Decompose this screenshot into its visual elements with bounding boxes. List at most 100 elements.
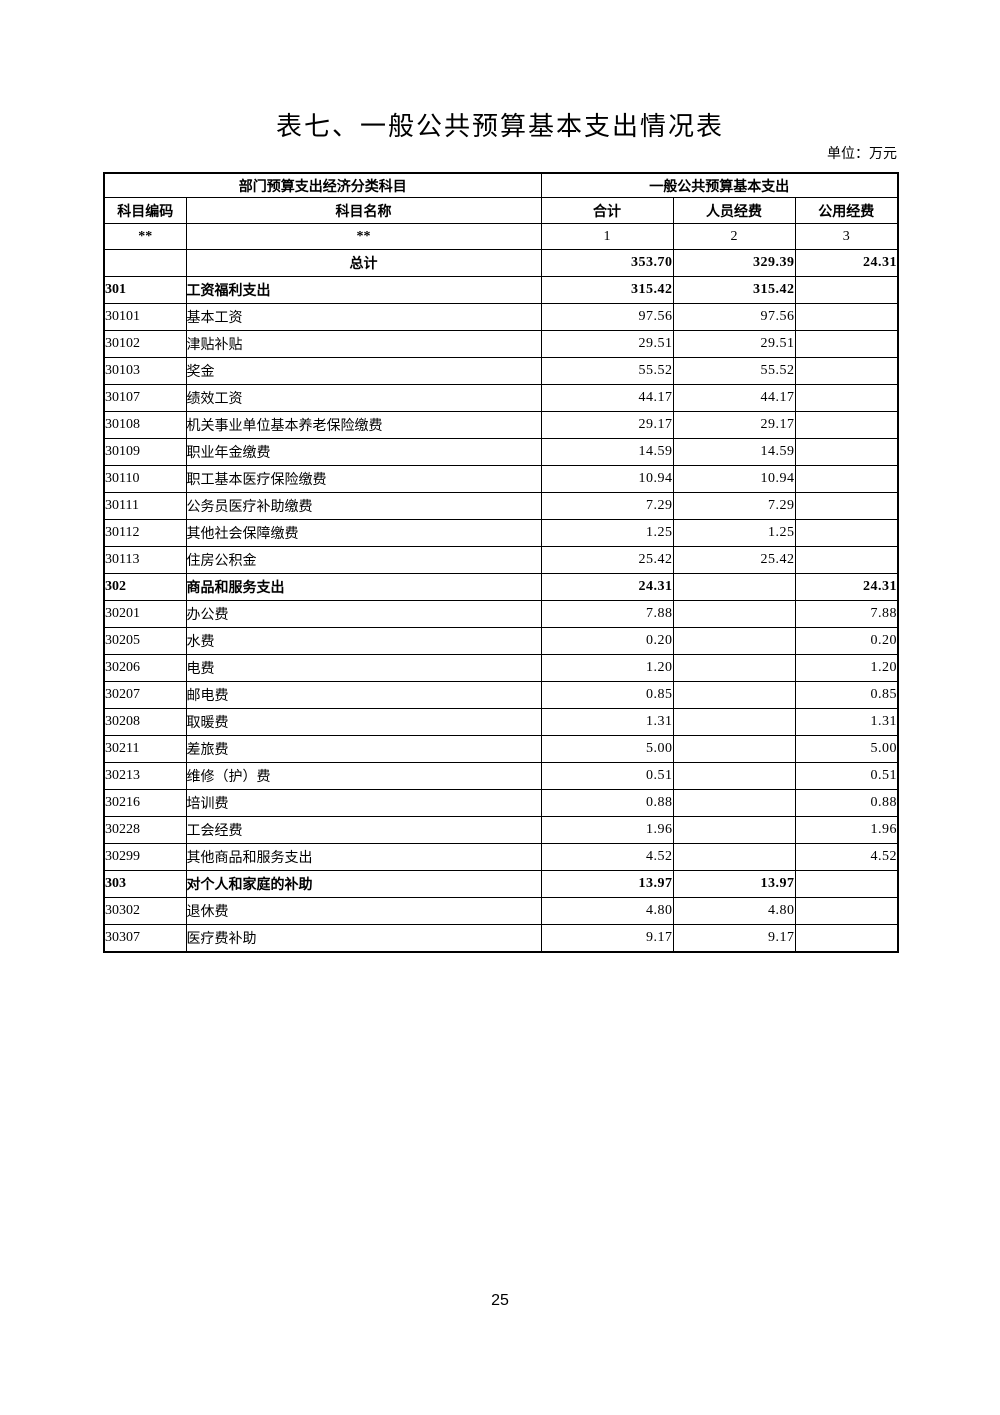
cell-subject-name: 差旅费 xyxy=(185,735,542,763)
table-row: 30201 办公费 7.88 7.88 xyxy=(103,600,899,628)
table-row: 30103 奖金 55.52 55.52 xyxy=(103,357,899,385)
table-column-header-row: 科目编码 科目名称 合计 人员经费 公用经费 xyxy=(103,197,899,224)
cell-public-funds: 4.52 xyxy=(794,843,899,871)
cell-personnel-funds xyxy=(672,573,796,601)
cell-subject-name: 机关事业单位基本养老保险缴费 xyxy=(185,411,542,439)
cell-subject-code: 30103 xyxy=(103,357,187,385)
cell-total: 0.85 xyxy=(540,681,674,709)
table-row: 30299 其他商品和服务支出 4.52 4.52 xyxy=(103,843,899,871)
table-row: 30107 绩效工资 44.17 44.17 xyxy=(103,384,899,412)
cell-personnel-funds xyxy=(672,762,796,790)
table-row: 30206 电费 1.20 1.20 xyxy=(103,654,899,682)
cell-total: 24.31 xyxy=(540,573,674,601)
cell-personnel-funds: 55.52 xyxy=(672,357,796,385)
cell-subject-code: 30201 xyxy=(103,600,187,628)
cell-subject-code: 30302 xyxy=(103,897,187,925)
table-row: 30112 其他社会保障缴费 1.25 1.25 xyxy=(103,519,899,547)
table-row: 30208 取暖费 1.31 1.31 xyxy=(103,708,899,736)
page-title: 表七、一般公共预算基本支出情况表 xyxy=(275,112,724,141)
cell-total: 353.70 xyxy=(540,249,674,277)
cell-subject-name: 公务员医疗补助缴费 xyxy=(185,492,542,520)
cell-total: 4.52 xyxy=(540,843,674,871)
cell-public-funds xyxy=(794,924,899,953)
star-cell-name: ** xyxy=(185,223,542,250)
cell-public-funds: 0.51 xyxy=(794,762,899,790)
table-group-header-row: 部门预算支出经济分类科目 一般公共预算基本支出 xyxy=(103,172,899,198)
column-header-public: 公用经费 xyxy=(794,197,899,224)
cell-total: 315.42 xyxy=(540,276,674,304)
cell-total: 4.80 xyxy=(540,897,674,925)
table-row: 30205 水费 0.20 0.20 xyxy=(103,627,899,655)
cell-personnel-funds xyxy=(672,708,796,736)
cell-public-funds xyxy=(794,384,899,412)
cell-total: 9.17 xyxy=(540,924,674,953)
cell-total: 0.88 xyxy=(540,789,674,817)
cell-total: 10.94 xyxy=(540,465,674,493)
cell-public-funds xyxy=(794,303,899,331)
cell-personnel-funds xyxy=(672,843,796,871)
cell-subject-code: 30111 xyxy=(103,492,187,520)
cell-subject-name: 退休费 xyxy=(185,897,542,925)
cell-public-funds: 0.85 xyxy=(794,681,899,709)
cell-subject-code: 30107 xyxy=(103,384,187,412)
cell-public-funds: 1.20 xyxy=(794,654,899,682)
cell-subject-code: 30112 xyxy=(103,519,187,547)
cell-subject-code: 30228 xyxy=(103,816,187,844)
table-section: 单位：万元 部门预算支出经济分类科目 一般公共预算基本支出 科目编码 科目名称 … xyxy=(103,144,900,953)
cell-subject-name: 商品和服务支出 xyxy=(185,573,542,601)
cell-total: 29.17 xyxy=(540,411,674,439)
cell-total: 1.20 xyxy=(540,654,674,682)
cell-subject-name: 职工基本医疗保险缴费 xyxy=(185,465,542,493)
cell-personnel-funds: 4.80 xyxy=(672,897,796,925)
cell-personnel-funds: 13.97 xyxy=(672,870,796,898)
cell-subject-name: 工资福利支出 xyxy=(185,276,542,304)
cell-subject-code: 30299 xyxy=(103,843,187,871)
cell-personnel-funds: 29.17 xyxy=(672,411,796,439)
cell-subject-name: 取暖费 xyxy=(185,708,542,736)
cell-subject-name: 对个人和家庭的补助 xyxy=(185,870,542,898)
cell-public-funds: 0.20 xyxy=(794,627,899,655)
cell-subject-code: 30307 xyxy=(103,924,187,953)
cell-public-funds: 24.31 xyxy=(794,249,899,277)
cell-subject-name: 住房公积金 xyxy=(185,546,542,574)
cell-personnel-funds: 1.25 xyxy=(672,519,796,547)
cell-total: 7.88 xyxy=(540,600,674,628)
table-row: 30211 差旅费 5.00 5.00 xyxy=(103,735,899,763)
cell-personnel-funds xyxy=(672,600,796,628)
cell-total: 13.97 xyxy=(540,870,674,898)
table-row: 30207 邮电费 0.85 0.85 xyxy=(103,681,899,709)
cell-personnel-funds: 97.56 xyxy=(672,303,796,331)
cell-public-funds: 1.31 xyxy=(794,708,899,736)
cell-personnel-funds: 315.42 xyxy=(672,276,796,304)
cell-personnel-funds xyxy=(672,681,796,709)
cell-subject-code: 30102 xyxy=(103,330,187,358)
cell-subject-code: 30211 xyxy=(103,735,187,763)
table-row: 30108 机关事业单位基本养老保险缴费 29.17 29.17 xyxy=(103,411,899,439)
cell-total: 25.42 xyxy=(540,546,674,574)
cell-personnel-funds: 7.29 xyxy=(672,492,796,520)
table-row: 总计 353.70 329.39 24.31 xyxy=(103,249,899,277)
cell-subject-name: 奖金 xyxy=(185,357,542,385)
star-cell-code: ** xyxy=(103,223,187,250)
column-header-total: 合计 xyxy=(540,197,674,224)
cell-total: 0.20 xyxy=(540,627,674,655)
cell-total: 97.56 xyxy=(540,303,674,331)
cell-personnel-funds: 29.51 xyxy=(672,330,796,358)
table-row: 30216 培训费 0.88 0.88 xyxy=(103,789,899,817)
table-row: 30109 职业年金缴费 14.59 14.59 xyxy=(103,438,899,466)
cell-subject-name: 基本工资 xyxy=(185,303,542,331)
cell-personnel-funds xyxy=(672,816,796,844)
cell-total: 7.29 xyxy=(540,492,674,520)
cell-public-funds xyxy=(794,276,899,304)
cell-public-funds xyxy=(794,330,899,358)
cell-subject-code: 30207 xyxy=(103,681,187,709)
table-row: 30228 工会经费 1.96 1.96 xyxy=(103,816,899,844)
table-row: 303 对个人和家庭的补助 13.97 13.97 xyxy=(103,870,899,898)
column-number-2: 2 xyxy=(672,223,796,250)
table-row: 30113 住房公积金 25.42 25.42 xyxy=(103,546,899,574)
column-number-1: 1 xyxy=(540,223,674,250)
table-row: 30307 医疗费补助 9.17 9.17 xyxy=(103,924,899,953)
cell-public-funds xyxy=(794,519,899,547)
cell-subject-name: 电费 xyxy=(185,654,542,682)
cell-public-funds: 7.88 xyxy=(794,600,899,628)
